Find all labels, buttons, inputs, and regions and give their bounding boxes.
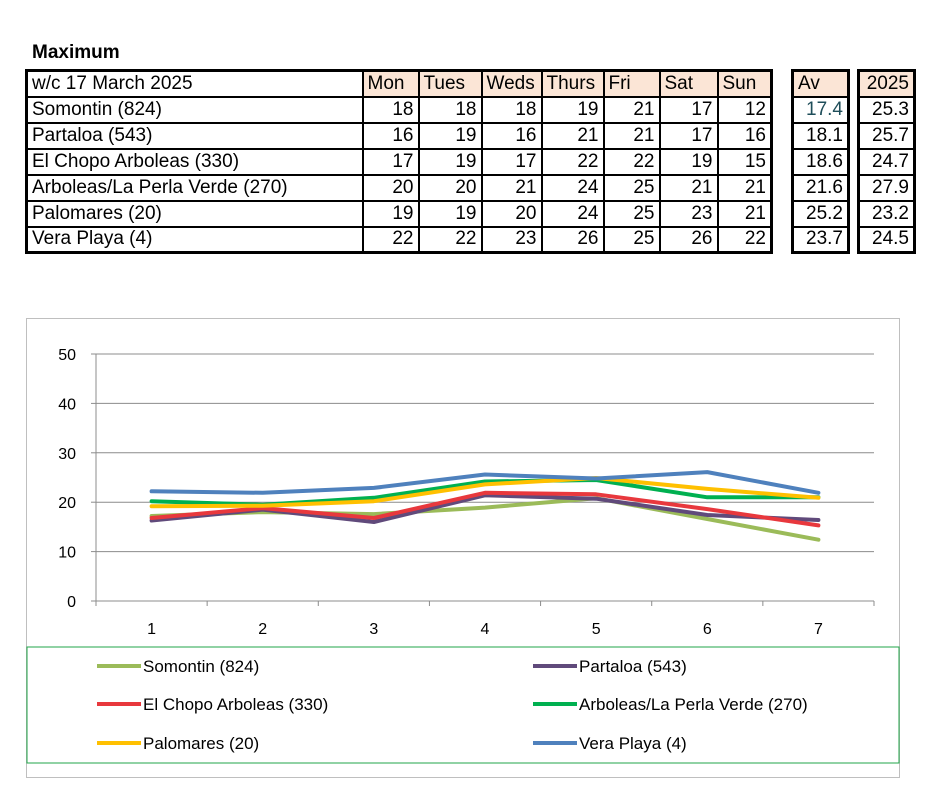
chart-frame <box>26 318 900 778</box>
average-cell: 23.7 <box>791 225 850 254</box>
temperature-cell: 21 <box>602 95 661 124</box>
temperature-cell: 19 <box>417 199 483 228</box>
temperature-cell: 17 <box>480 147 543 176</box>
temperature-cell: 19 <box>658 147 719 176</box>
temperature-cell: 18 <box>417 95 483 124</box>
temperature-cell: 16 <box>480 121 543 150</box>
year-column: 2025 25.3 25.7 24.7 27.9 23.2 24.5 <box>857 69 916 254</box>
temperature-cell: 25 <box>602 199 661 228</box>
temperature-cell: 24 <box>540 199 605 228</box>
temperature-cell: 22 <box>602 147 661 176</box>
temperature-cell: 21 <box>602 121 661 150</box>
page-title: Maximum <box>32 42 120 63</box>
location-name: Vera Playa (4) <box>25 225 364 254</box>
table-row: Arboleas/La Perla Verde (270) 20 20 21 24 25 2… <box>25 173 773 202</box>
temperature-cell: 22 <box>417 225 483 254</box>
week-label: w/c 17 March 2025 <box>25 69 364 98</box>
temperature-cell: 21 <box>658 173 719 202</box>
temperature-cell: 17 <box>361 147 420 176</box>
year-cell: 25.3 <box>857 95 916 124</box>
temperature-cell: 25 <box>602 173 661 202</box>
temperature-cell: 21 <box>716 173 773 202</box>
average-column: Av 17.4 18.1 18.6 21.6 25.2 23.7 <box>791 69 850 254</box>
temperature-cell: 16 <box>361 121 420 150</box>
temperature-cell: 17 <box>658 121 719 150</box>
average-cell: 18.6 <box>791 147 850 176</box>
temperature-cell: 18 <box>361 95 420 124</box>
year-cell: 24.7 <box>857 147 916 176</box>
table-row: Vera Playa (4) 22 22 23 26 25 26 22 <box>25 225 773 254</box>
average-cell: 21.6 <box>791 173 850 202</box>
average-cell: 18.1 <box>791 121 850 150</box>
location-name: El Chopo Arboleas (330) <box>25 147 364 176</box>
table-row: Partaloa (543) 16 19 16 21 21 17 16 <box>25 121 773 150</box>
table-row: Somontin (824) 18 18 18 19 21 17 12 <box>25 95 773 124</box>
day-header-weds: Weds <box>480 69 543 98</box>
temperature-cell: 18 <box>480 95 543 124</box>
temperature-cell: 19 <box>417 147 483 176</box>
temperature-cell: 19 <box>417 121 483 150</box>
av-header: Av <box>791 69 850 98</box>
temperature-cell: 19 <box>361 199 420 228</box>
temperature-cell: 26 <box>658 225 719 254</box>
temperature-cell: 15 <box>716 147 773 176</box>
day-header-tues: Tues <box>417 69 483 98</box>
temperature-cell: 22 <box>361 225 420 254</box>
location-name: Partaloa (543) <box>25 121 364 150</box>
location-name: Arboleas/La Perla Verde (270) <box>25 173 364 202</box>
temperature-cell: 21 <box>540 121 605 150</box>
temperature-cell: 22 <box>716 225 773 254</box>
year-header: 2025 <box>857 69 916 98</box>
temperature-cell: 23 <box>480 225 543 254</box>
day-header-sat: Sat <box>658 69 719 98</box>
temperature-cell: 24 <box>540 173 605 202</box>
temperature-cell: 26 <box>540 225 605 254</box>
temperature-cell: 20 <box>361 173 420 202</box>
day-header-thurs: Thurs <box>540 69 605 98</box>
header-row: w/c 17 March 2025 Mon Tues Weds Thurs Fri Sat S… <box>25 69 773 98</box>
temperature-cell: 16 <box>716 121 773 150</box>
location-name: Somontin (824) <box>25 95 364 124</box>
temperature-table: w/c 17 March 2025 Mon Tues Weds Thurs Fri Sat S… <box>25 69 773 254</box>
temperature-cell: 22 <box>540 147 605 176</box>
temperature-cell: 20 <box>480 199 543 228</box>
temperature-cell: 19 <box>540 95 605 124</box>
year-cell: 25.7 <box>857 121 916 150</box>
location-name: Palomares (20) <box>25 199 364 228</box>
year-cell: 23.2 <box>857 199 916 228</box>
average-cell: 17.4 <box>791 95 850 124</box>
temperature-cell: 25 <box>602 225 661 254</box>
year-cell: 24.5 <box>857 225 916 254</box>
temperature-cell: 20 <box>417 173 483 202</box>
day-header-mon: Mon <box>361 69 420 98</box>
average-cell: 25.2 <box>791 199 850 228</box>
temperature-cell: 21 <box>480 173 543 202</box>
day-header-sun: Sun <box>716 69 773 98</box>
day-header-fri: Fri <box>602 69 661 98</box>
year-cell: 27.9 <box>857 173 916 202</box>
temperature-cell: 23 <box>658 199 719 228</box>
table-row: Palomares (20) 19 19 20 24 25 23 21 <box>25 199 773 228</box>
temperature-cell: 17 <box>658 95 719 124</box>
temperature-cell: 21 <box>716 199 773 228</box>
table-row: El Chopo Arboleas (330) 17 19 17 22 22 19 15 <box>25 147 773 176</box>
temperature-cell: 12 <box>716 95 773 124</box>
